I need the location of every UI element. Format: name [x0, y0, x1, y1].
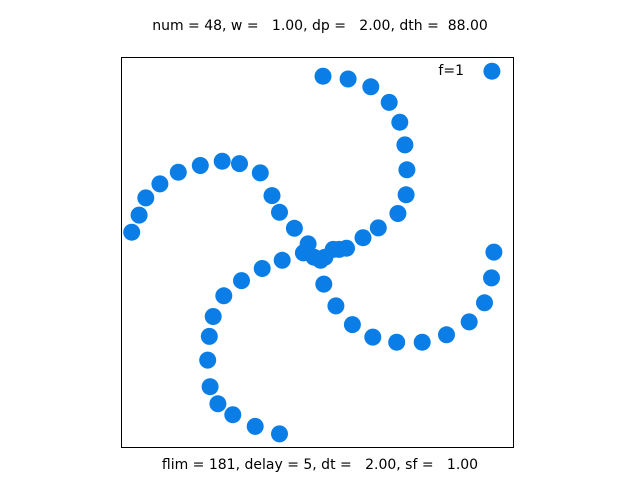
scatter-point: [338, 239, 355, 257]
scatter-point: [398, 161, 416, 179]
scatter-point: [273, 251, 291, 269]
scatter-point: [231, 155, 248, 173]
scatter-point: [413, 333, 431, 351]
scatter-point: [327, 297, 345, 315]
scatter-point: [388, 333, 406, 351]
scatter-point: [485, 243, 503, 261]
scatter-point: [130, 206, 148, 224]
scatter-point: [253, 260, 271, 277]
scatter-point: [369, 219, 387, 237]
scatter-point: [123, 223, 141, 241]
scatter-point: [151, 175, 169, 193]
scatter-point: [271, 425, 288, 443]
scatter-point: [460, 313, 478, 331]
scatter-point: [396, 136, 414, 154]
legend-label: f=1: [438, 63, 464, 79]
scatter-point: [251, 164, 269, 182]
scatter-point: [213, 152, 231, 170]
scatter-point: [201, 378, 219, 396]
scatter-point: [299, 235, 317, 253]
scatter-point: [483, 62, 501, 80]
scatter-point: [246, 417, 264, 435]
scatter-point: [137, 189, 155, 207]
scatter-point: [476, 294, 493, 312]
scatter-point: [380, 93, 398, 111]
scatter-point: [169, 163, 187, 181]
scatter-point: [339, 70, 357, 88]
scatter-point: [224, 406, 242, 424]
scatter-point: [263, 187, 281, 205]
scatter-point: [209, 395, 227, 413]
scatter-point: [391, 113, 409, 131]
scatter-point: [233, 272, 250, 290]
scatter-point: [389, 205, 407, 222]
plot-footer-caption: flim = 181, delay = 5, dt = 2.00, sf = 1…: [161, 457, 479, 473]
scatter-point: [438, 326, 455, 344]
scatter-point: [215, 287, 233, 305]
scatter-point: [191, 157, 209, 174]
scatter-point: [354, 229, 372, 247]
scatter-point: [362, 78, 380, 96]
scatter-point: [315, 275, 333, 293]
scatter-point: [200, 327, 218, 345]
scatter-point: [204, 308, 222, 325]
scatter-point: [271, 203, 288, 221]
marker-layer: [123, 62, 503, 443]
scatter-point: [199, 351, 217, 369]
scatter-point: [397, 186, 415, 204]
plot-frame: [121, 57, 514, 448]
scatter-point: [364, 328, 382, 346]
scatter-point: [314, 67, 332, 85]
plot-title: num = 48, w = 1.00, dp = 2.00, dth = 88.…: [152, 18, 488, 34]
scatter-point: [312, 251, 330, 269]
scatter-point: [343, 316, 361, 334]
scatter-point: [483, 269, 500, 287]
scatter-point: [285, 219, 303, 237]
